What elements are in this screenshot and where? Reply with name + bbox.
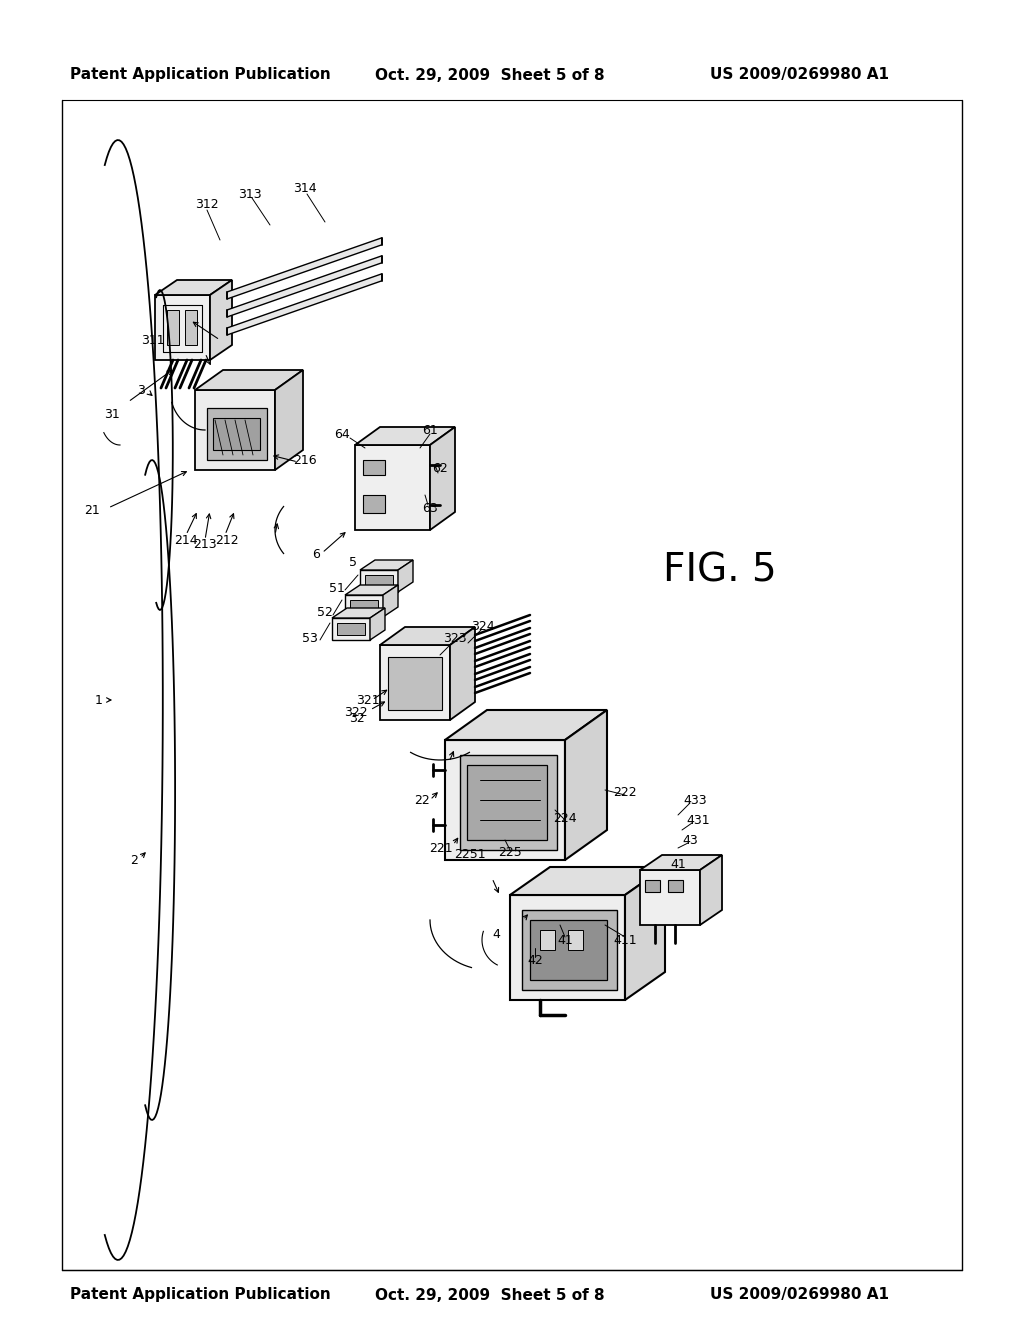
Text: 63: 63 bbox=[422, 502, 438, 515]
Text: 41: 41 bbox=[557, 933, 572, 946]
Text: 62: 62 bbox=[432, 462, 447, 474]
Text: US 2009/0269980 A1: US 2009/0269980 A1 bbox=[711, 1287, 890, 1303]
Polygon shape bbox=[362, 495, 385, 513]
Polygon shape bbox=[362, 459, 385, 475]
Text: 225: 225 bbox=[498, 846, 522, 858]
Text: 22: 22 bbox=[415, 793, 430, 807]
Polygon shape bbox=[540, 931, 555, 950]
Polygon shape bbox=[332, 609, 385, 618]
Polygon shape bbox=[625, 867, 665, 1001]
Polygon shape bbox=[380, 627, 475, 645]
Polygon shape bbox=[337, 623, 365, 635]
Polygon shape bbox=[155, 280, 232, 294]
Text: 3: 3 bbox=[137, 384, 145, 396]
Polygon shape bbox=[645, 880, 660, 892]
Text: 41: 41 bbox=[670, 858, 686, 871]
Polygon shape bbox=[398, 560, 413, 591]
Polygon shape bbox=[195, 370, 303, 389]
Text: 31: 31 bbox=[104, 408, 120, 421]
Text: 311: 311 bbox=[141, 334, 165, 346]
Text: 2: 2 bbox=[130, 854, 138, 866]
Polygon shape bbox=[227, 273, 382, 335]
Text: Patent Application Publication: Patent Application Publication bbox=[70, 67, 331, 82]
Polygon shape bbox=[355, 426, 455, 445]
Text: Patent Application Publication: Patent Application Publication bbox=[70, 1287, 331, 1303]
Text: 322: 322 bbox=[344, 705, 368, 718]
Text: 433: 433 bbox=[683, 793, 707, 807]
Polygon shape bbox=[213, 418, 260, 450]
Polygon shape bbox=[370, 609, 385, 640]
Polygon shape bbox=[355, 445, 430, 531]
Polygon shape bbox=[360, 570, 398, 591]
Text: 2251: 2251 bbox=[455, 849, 485, 862]
Polygon shape bbox=[388, 657, 442, 710]
Polygon shape bbox=[568, 931, 583, 950]
Text: 312: 312 bbox=[196, 198, 219, 211]
Polygon shape bbox=[522, 909, 617, 990]
Text: FIG. 5: FIG. 5 bbox=[664, 550, 777, 589]
Text: 5: 5 bbox=[349, 556, 357, 569]
Polygon shape bbox=[460, 755, 557, 850]
Polygon shape bbox=[450, 627, 475, 719]
Text: 411: 411 bbox=[613, 933, 637, 946]
Polygon shape bbox=[565, 710, 607, 861]
Polygon shape bbox=[640, 855, 722, 870]
Polygon shape bbox=[510, 867, 665, 895]
Polygon shape bbox=[185, 310, 197, 345]
Text: 213: 213 bbox=[194, 539, 217, 552]
Text: 52: 52 bbox=[317, 606, 333, 619]
Polygon shape bbox=[345, 585, 398, 595]
Polygon shape bbox=[345, 595, 383, 616]
Polygon shape bbox=[510, 895, 625, 1001]
Polygon shape bbox=[430, 426, 455, 531]
Polygon shape bbox=[227, 256, 382, 317]
Polygon shape bbox=[210, 280, 232, 360]
Text: 321: 321 bbox=[356, 693, 380, 706]
Text: 42: 42 bbox=[527, 953, 543, 966]
Text: 314: 314 bbox=[293, 181, 316, 194]
Polygon shape bbox=[275, 370, 303, 470]
Text: 431: 431 bbox=[686, 813, 710, 826]
Text: 224: 224 bbox=[553, 812, 577, 825]
Polygon shape bbox=[167, 310, 179, 345]
Text: 216: 216 bbox=[293, 454, 316, 466]
Text: Oct. 29, 2009  Sheet 5 of 8: Oct. 29, 2009 Sheet 5 of 8 bbox=[375, 1287, 605, 1303]
Text: Oct. 29, 2009  Sheet 5 of 8: Oct. 29, 2009 Sheet 5 of 8 bbox=[375, 67, 605, 82]
Text: 51: 51 bbox=[329, 582, 345, 594]
Polygon shape bbox=[380, 645, 450, 719]
Polygon shape bbox=[155, 294, 210, 360]
Polygon shape bbox=[207, 408, 267, 459]
Polygon shape bbox=[445, 741, 565, 861]
Text: 214: 214 bbox=[174, 533, 198, 546]
Text: US 2009/0269980 A1: US 2009/0269980 A1 bbox=[711, 67, 890, 82]
Polygon shape bbox=[467, 766, 547, 840]
Text: 6: 6 bbox=[312, 549, 319, 561]
Polygon shape bbox=[332, 618, 370, 640]
Text: 4: 4 bbox=[493, 928, 500, 941]
Text: 1: 1 bbox=[95, 693, 103, 706]
Text: 323: 323 bbox=[443, 631, 467, 644]
Polygon shape bbox=[383, 585, 398, 616]
Polygon shape bbox=[668, 880, 683, 892]
Text: 64: 64 bbox=[334, 429, 350, 441]
Polygon shape bbox=[350, 601, 378, 612]
Text: 21: 21 bbox=[84, 503, 100, 516]
Text: 324: 324 bbox=[471, 619, 495, 632]
Text: 212: 212 bbox=[215, 533, 239, 546]
Text: 32: 32 bbox=[349, 711, 365, 725]
Polygon shape bbox=[365, 576, 393, 587]
Text: 43: 43 bbox=[682, 833, 698, 846]
Text: 53: 53 bbox=[302, 631, 318, 644]
Polygon shape bbox=[530, 920, 607, 979]
Polygon shape bbox=[360, 560, 413, 570]
Polygon shape bbox=[195, 389, 275, 470]
Text: 221: 221 bbox=[429, 842, 453, 854]
Polygon shape bbox=[227, 238, 382, 300]
Text: 222: 222 bbox=[613, 787, 637, 800]
Polygon shape bbox=[640, 870, 700, 925]
Polygon shape bbox=[700, 855, 722, 925]
Text: 313: 313 bbox=[239, 187, 262, 201]
Polygon shape bbox=[445, 710, 607, 741]
Text: 61: 61 bbox=[422, 424, 438, 437]
